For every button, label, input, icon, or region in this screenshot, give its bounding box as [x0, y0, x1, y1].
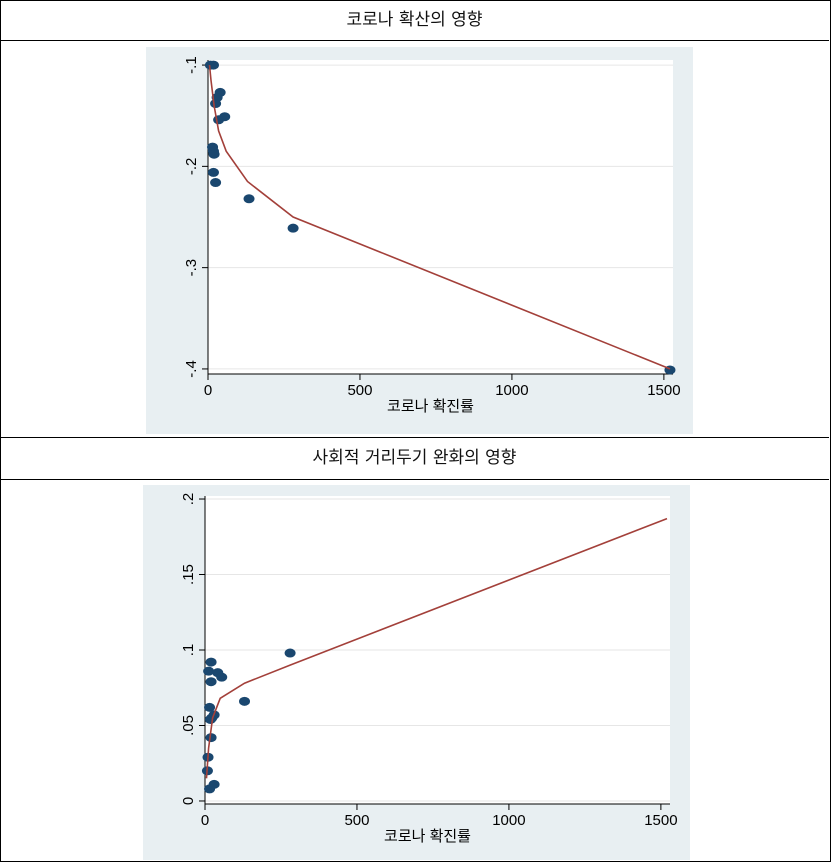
data-point — [205, 657, 217, 667]
data-point — [216, 672, 228, 682]
data-point — [239, 696, 251, 706]
y-tick-label: .2 — [180, 493, 197, 506]
x-tick-label: 0 — [204, 382, 212, 399]
fit-line — [208, 65, 671, 370]
data-point — [204, 714, 216, 724]
y-tick-label: .15 — [180, 564, 197, 585]
data-point — [287, 223, 299, 233]
fit-line — [205, 517, 668, 779]
row-divider-3 — [0, 479, 829, 480]
chart2-panel: 0 .05 .1 .15 .2 0 500 1000 1500 코로나 확진률 — [143, 485, 690, 860]
y-tick-label: -.4 — [183, 360, 200, 378]
row2-title: 사회적 거리두기 완화의 영향 — [312, 448, 517, 468]
y-tick-label: -.1 — [183, 56, 200, 74]
row1-title: 코로나 확산의 영향 — [346, 10, 483, 30]
x-axis-label: 코로나 확진률 — [387, 398, 474, 415]
data-point — [205, 677, 217, 687]
chart1-svg: -.1 -.2 -.3 -.40 500 1000 1500 코로나 확진률 — [183, 56, 681, 415]
data-point — [207, 60, 219, 70]
y-tick-label: .1 — [180, 644, 197, 657]
x-tick-label: 1000 — [492, 812, 525, 829]
row-divider-2 — [0, 437, 829, 438]
y-tick-label: -.2 — [183, 158, 200, 176]
x-tick-label: 1500 — [647, 382, 680, 399]
plot-area — [208, 60, 673, 374]
data-point — [210, 99, 222, 109]
y-tick-label: 0 — [180, 797, 197, 805]
data-point — [243, 194, 255, 204]
data-point — [207, 167, 219, 177]
x-tick-label: 1000 — [495, 382, 528, 399]
y-tick-label: .05 — [180, 715, 197, 736]
y-tick-label: -.3 — [183, 259, 200, 277]
data-point — [204, 784, 216, 794]
row-divider-1 — [0, 40, 829, 41]
data-point — [204, 702, 216, 712]
data-point — [205, 733, 217, 743]
x-tick-label: 500 — [344, 812, 369, 829]
data-point — [203, 666, 215, 676]
x-axis-label: 코로나 확진률 — [384, 828, 471, 845]
chart1-panel: -.1 -.2 -.3 -.4 0 500 1000 1500 코로나 확진률 — [146, 47, 693, 434]
x-tick-label: 1500 — [644, 812, 677, 829]
chart2-svg: 0 .05 .1 .15 .2 0 500 1000 1500 코로나 확진률 — [180, 493, 678, 845]
data-point — [213, 115, 225, 125]
x-tick-label: 0 — [201, 812, 209, 829]
data-point — [210, 178, 222, 188]
data-point — [284, 648, 296, 658]
data-point — [208, 149, 220, 159]
x-tick-label: 500 — [347, 382, 372, 399]
